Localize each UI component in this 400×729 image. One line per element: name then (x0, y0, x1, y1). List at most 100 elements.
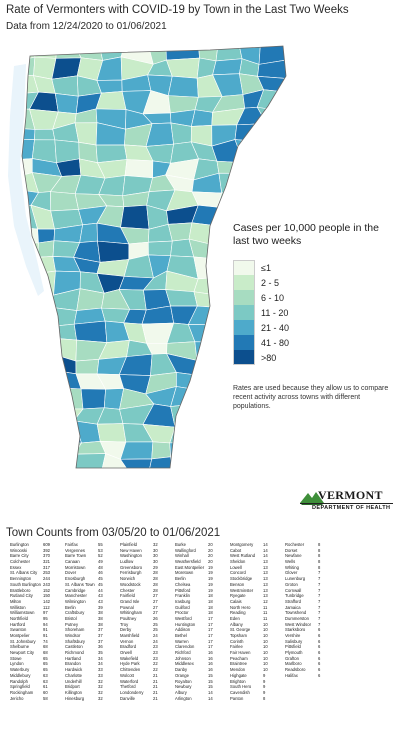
town-count: 34 (98, 661, 103, 667)
town-count: 21 (153, 684, 158, 690)
town-row: Brattleboro 152 (10, 588, 65, 594)
legend-label: ≤1 (261, 262, 271, 273)
town-count: 7 (318, 604, 321, 610)
town-count: 95 (43, 615, 48, 621)
town-row: St. Albans City 253 (10, 570, 65, 576)
town-count: 65 (43, 655, 48, 661)
town-name: Fairfield (120, 593, 135, 599)
town-count: 244 (43, 576, 50, 582)
town-row: Townshend 7 (285, 610, 340, 616)
town-count: 7 (318, 598, 321, 604)
town-name: Tunbridge (285, 593, 304, 599)
town-row: Wakefield 23 (120, 656, 175, 662)
town-row: Mendon 10 (230, 667, 285, 673)
town-polygon (55, 46, 82, 59)
town-row: North Hero 11 (230, 605, 285, 611)
town-row: Whitingham 27 (120, 610, 175, 616)
town-row: Corinth 10 (230, 639, 285, 645)
town-polygon (32, 46, 58, 59)
town-row: Albury 14 (175, 690, 230, 696)
town-row: Ferrisburgh 28 (120, 570, 175, 576)
town-row: Craftsbury 38 (65, 610, 120, 616)
town-polygon (26, 355, 58, 375)
town-count: 32 (98, 695, 103, 701)
town-name: Poultney (120, 615, 137, 621)
town-row: Woodstock 28 (120, 582, 175, 588)
legend-item: ≤1 (233, 260, 289, 275)
town-polygon (22, 392, 40, 410)
town-row: Waterbury 65 (10, 667, 65, 673)
town-polygon (234, 189, 267, 210)
town-count: 17 (208, 644, 213, 650)
town-name: Albury (175, 689, 187, 695)
town-name: Waterford (120, 678, 139, 684)
town-polygon (120, 204, 150, 230)
town-count: 16 (208, 655, 213, 661)
town-count: 8 (318, 542, 321, 547)
town-row: Albany 10 (230, 622, 285, 628)
town-count: 6 (318, 633, 321, 638)
town-polygon (73, 320, 108, 343)
town-row: Shaftsbury 37 (65, 639, 120, 645)
town-name: Stockbridge (230, 576, 253, 582)
town-name: Canaan (65, 559, 80, 565)
town-polygon (51, 323, 77, 341)
town-row: South Hero 9 (230, 684, 285, 690)
town-row: Jericho 58 (10, 696, 65, 702)
town-row: Brighton 9 (230, 679, 285, 685)
town-count: 8 (318, 547, 321, 553)
legend-swatch (233, 275, 255, 290)
town-name: Williston (10, 604, 26, 610)
town-name: Jamaica (285, 604, 301, 610)
town-count: 63 (43, 678, 48, 684)
town-count: 10 (263, 621, 268, 627)
town-row: Concord 13 (230, 570, 285, 576)
legend-swatch (233, 260, 255, 275)
town-row: Winhall 20 (175, 553, 230, 559)
town-name: Danville (120, 695, 135, 701)
town-count: 97 (43, 610, 48, 616)
town-count: 34 (98, 655, 103, 661)
town-count: 7 (318, 581, 321, 587)
town-name: Reading (230, 610, 246, 616)
town-count: 16 (208, 661, 213, 667)
town-name: Fair Haven (230, 650, 251, 656)
town-count: 15 (208, 678, 213, 684)
town-name: Townshend (285, 610, 307, 616)
town-polygon (195, 452, 221, 468)
map-title: Rate of Vermonters with COVID-19 by Town… (6, 4, 349, 16)
town-count: 23 (153, 655, 158, 661)
town-polygon (50, 191, 79, 212)
town-name: Orwell (120, 650, 132, 656)
town-row: Addison 17 (175, 627, 230, 633)
town-name: Winhall (175, 553, 189, 559)
town-row: Pittsfield 6 (285, 644, 340, 650)
town-row: Brandon 34 (65, 661, 120, 667)
town-name: Readsboro (285, 667, 306, 673)
town-name: Berlin (65, 604, 76, 610)
town-name: Milton (10, 598, 22, 604)
town-name: Cabot (230, 547, 242, 553)
town-row: Essex 317 (10, 565, 65, 571)
town-name: Manchester (65, 593, 87, 599)
town-row: Lowell 13 (230, 565, 285, 571)
town-count: 23 (153, 650, 158, 656)
town-polygon (192, 403, 219, 424)
town-name: Ryegate (230, 593, 246, 599)
town-name: Burlington (10, 542, 29, 547)
town-polygon (212, 58, 243, 76)
town-count: 30 (153, 547, 158, 553)
counts-column: Plainfield 32 New Haven 30 Washington 30 Ludlo… (120, 542, 175, 724)
town-count: 19 (208, 587, 213, 593)
town-name: Hinesburg (65, 695, 85, 701)
town-name: Cambridge (65, 587, 86, 593)
town-count: 8 (318, 559, 321, 565)
town-count: 253 (43, 570, 50, 576)
town-polygon (80, 388, 106, 410)
town-name: Putney (65, 621, 79, 627)
town-name: Shelburne (10, 644, 30, 650)
logo-dept: DEPARTMENT OF HEALTH (312, 505, 391, 511)
town-polygon (258, 46, 286, 65)
town-name: Topsham (230, 633, 247, 638)
town-count: 58 (43, 695, 48, 701)
